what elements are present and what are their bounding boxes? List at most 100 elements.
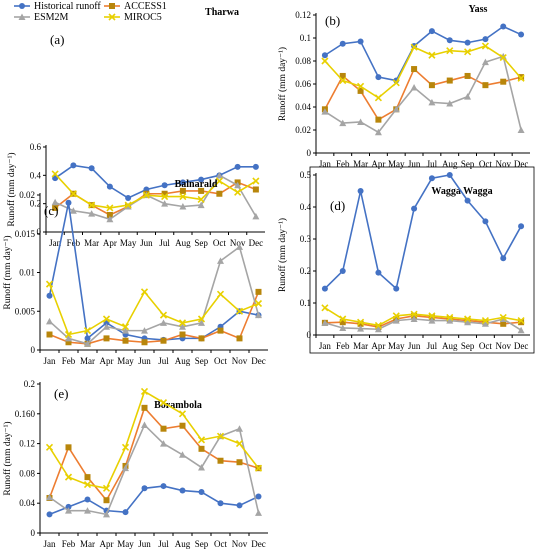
data-point (217, 327, 224, 334)
data-point (160, 425, 167, 432)
y-tick-label: 0.2 (24, 379, 35, 389)
data-point (51, 170, 59, 178)
y-tick-label: 0.02 (295, 125, 311, 135)
data-point (410, 43, 418, 51)
x-tick-label: Jun (140, 238, 153, 248)
series-miroc5 (51, 170, 260, 212)
data-point (198, 187, 205, 194)
data-point (216, 432, 225, 440)
data-point (482, 82, 489, 89)
panel-title: Balnarald (175, 179, 218, 190)
data-point (428, 82, 435, 89)
x-tick-label: Oct (213, 238, 226, 248)
data-point (464, 48, 472, 56)
data-point (500, 255, 507, 262)
y-tick-label: 0.12 (19, 439, 35, 449)
data-point (410, 315, 418, 322)
legend-entry-access1: ACCESS1 (104, 1, 167, 12)
x-tick-label: Nov (230, 238, 246, 248)
data-point (83, 327, 92, 335)
series-line (54, 174, 257, 221)
data-point (499, 313, 507, 321)
x-tick-label: Aug (442, 159, 458, 169)
data-point (141, 421, 148, 428)
data-point (161, 200, 169, 207)
data-point (446, 313, 454, 321)
data-point (217, 500, 224, 507)
y-tick-label: 0.04 (295, 102, 311, 112)
data-point (160, 483, 167, 490)
y-axis-label: Runoff (mm day⁻¹) (277, 218, 288, 292)
data-point (198, 319, 205, 326)
data-point (446, 172, 453, 178)
series-line (49, 485, 259, 516)
data-point (179, 187, 186, 194)
series-line (324, 55, 522, 134)
data-point (65, 444, 72, 451)
data-point (52, 204, 59, 211)
data-point (339, 40, 346, 47)
data-point (160, 337, 167, 344)
x-tick-label: Nov (232, 356, 248, 366)
data-point (179, 451, 186, 458)
x-tick-label: Apr (371, 159, 385, 169)
data-point (46, 493, 53, 501)
x-tick-label: Mar (84, 238, 99, 248)
data-point (65, 339, 72, 346)
data-point (321, 285, 328, 292)
series-esm2m (51, 171, 260, 223)
x-tick-label: Aug (175, 238, 191, 248)
series-historical-runoff (321, 23, 525, 84)
panel-label: (b) (325, 13, 340, 28)
y-tick-label: 0.4 (300, 202, 312, 212)
data-point (179, 487, 186, 494)
data-point (234, 163, 241, 170)
series-line (324, 307, 522, 327)
series-miroc5 (45, 387, 263, 492)
x-tick-label: Oct (214, 356, 227, 366)
x-tick-label: Dec (514, 341, 529, 351)
y-axis-label: Runoff (mm day⁻¹) (2, 421, 13, 495)
x-tick-label: May (388, 159, 405, 169)
series-historical-runoff (321, 172, 525, 292)
data-point (375, 269, 382, 276)
x-tick-label: Apr (100, 539, 114, 549)
legend-label: ESM2M (34, 12, 69, 23)
legend-marker (108, 13, 116, 21)
x-tick-label: Nov (496, 341, 512, 351)
data-point (124, 201, 132, 209)
data-point (446, 47, 454, 55)
y-tick-label: 0.1 (300, 33, 311, 43)
x-tick-label: Mar (80, 539, 95, 549)
data-point (517, 326, 525, 334)
data-point (339, 315, 347, 323)
x-tick-label: May (388, 341, 405, 351)
data-point (141, 327, 148, 334)
series-access1 (46, 404, 262, 504)
data-point (393, 285, 400, 292)
data-point (500, 23, 507, 30)
data-point (142, 191, 150, 199)
data-point (236, 335, 243, 342)
x-tick-label: May (120, 238, 137, 248)
data-point (321, 52, 328, 59)
x-tick-label: Sep (194, 238, 208, 248)
legend-entry-esm2m: ESM2M (14, 12, 69, 23)
y-tick-label: 0.08 (295, 56, 311, 66)
data-point (102, 315, 111, 323)
panel-wagga-wagga: 0 0.1 0.2 0.3 0.4 0.5 Jan Feb Mar Apr May Jun Jul Aug… (277, 166, 535, 354)
data-point (518, 319, 525, 326)
series-line (48, 406, 259, 502)
data-point (392, 312, 400, 320)
data-point (252, 186, 259, 193)
data-point (252, 212, 260, 220)
panel-frame (309, 166, 535, 354)
data-point (375, 74, 382, 81)
data-point (198, 335, 205, 342)
panel-label: (e) (54, 386, 68, 401)
panel-title: Yass (469, 4, 488, 15)
data-point (216, 290, 225, 298)
y-tick-label: 0 (31, 345, 36, 355)
